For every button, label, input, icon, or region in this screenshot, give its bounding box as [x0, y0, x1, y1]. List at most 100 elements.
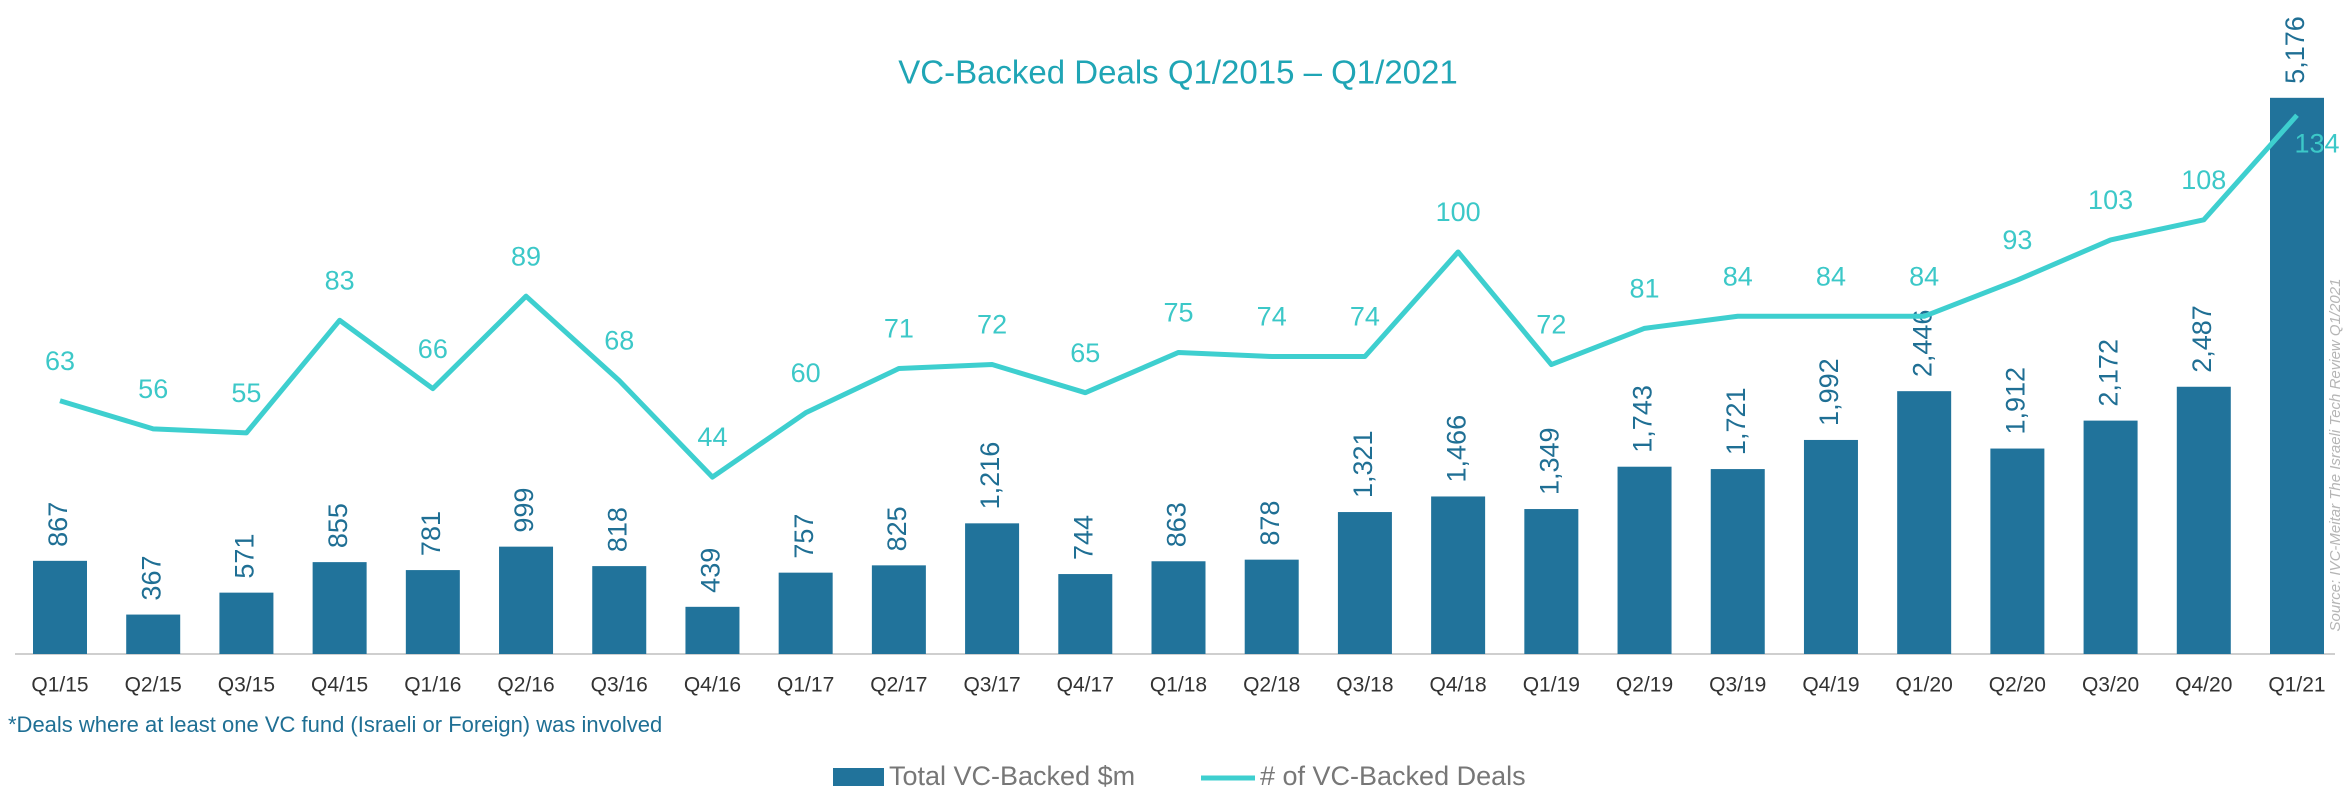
bar-label: 367 — [136, 556, 166, 601]
legend-swatch — [833, 768, 884, 786]
bar — [405, 570, 460, 654]
x-tick-label: Q3/17 — [963, 674, 1020, 697]
line-label: 56 — [138, 374, 168, 404]
source: Source: IVC-Meitar The Israeli Tech Revi… — [2327, 279, 2344, 632]
x-tick-label: Q4/16 — [684, 674, 741, 697]
bar-label: 878 — [1255, 501, 1285, 546]
bar — [685, 606, 740, 654]
line-label: 84 — [1723, 261, 1753, 291]
line-label: 75 — [1163, 298, 1193, 328]
bar-label: 781 — [416, 511, 446, 556]
bar — [1151, 561, 1206, 654]
bar-label: 1,992 — [1814, 358, 1844, 426]
x-tick-label: Q4/15 — [311, 674, 368, 697]
line-label: 72 — [1536, 310, 1566, 340]
legend-label: Total VC-Backed $m — [889, 761, 1135, 788]
x-tick-label: Q3/18 — [1336, 674, 1393, 697]
line-label: 103 — [2088, 185, 2133, 215]
bar-label: 999 — [509, 488, 539, 533]
bar-label: 1,321 — [1348, 430, 1378, 498]
x-tick-label: Q1/17 — [777, 674, 834, 697]
footnote: *Deals where at least one VC fund (Israe… — [8, 712, 662, 737]
bar — [219, 592, 274, 654]
bar — [1337, 512, 1392, 654]
bar — [1803, 439, 1858, 654]
line-label: 60 — [791, 358, 821, 388]
bar-label: 2,446 — [1907, 310, 1937, 378]
line-label: 63 — [45, 346, 75, 376]
bar-label: 863 — [1162, 502, 1192, 547]
bar — [1058, 574, 1113, 654]
bar — [1524, 509, 1579, 654]
line-label: 83 — [325, 265, 355, 295]
bar-label: 439 — [696, 548, 726, 593]
x-tick-label: Q3/19 — [1709, 674, 1766, 697]
x-tick-label: Q2/20 — [1989, 674, 2046, 697]
x-tick-label: Q3/16 — [591, 674, 648, 697]
bar — [2270, 97, 2324, 655]
bar-label: 2,487 — [2187, 305, 2217, 373]
chart-title: VC-Backed Deals Q1/2015 – Q1/2021 — [898, 54, 1458, 91]
bar — [1617, 466, 1672, 654]
bar — [499, 546, 554, 654]
bar-label: 867 — [43, 502, 73, 547]
bar-label: 1,466 — [1441, 415, 1471, 483]
line-label: 84 — [1909, 261, 1939, 291]
line-label: 74 — [1350, 302, 1380, 332]
bar — [1897, 391, 1952, 654]
bar-label: 757 — [789, 514, 819, 559]
line-label: 72 — [977, 310, 1007, 340]
x-tick-label: Q2/18 — [1243, 674, 1300, 697]
bar — [871, 565, 926, 654]
x-tick-label: Q2/19 — [1616, 674, 1673, 697]
legend-label: # of VC-Backed Deals — [1260, 761, 1526, 788]
bar — [312, 562, 367, 654]
bar — [778, 572, 833, 654]
x-tick-label: Q1/20 — [1896, 674, 1953, 697]
x-tick-label: Q1/19 — [1523, 674, 1580, 697]
line-label: 93 — [2002, 225, 2032, 255]
x-tick-label: Q1/16 — [404, 674, 461, 697]
line-label: 100 — [1436, 197, 1481, 227]
line-label: 65 — [1070, 338, 1100, 368]
x-tick-label: Q1/18 — [1150, 674, 1207, 697]
line-label: 71 — [884, 314, 914, 344]
bar-label: 1,912 — [2001, 367, 2031, 435]
bar-label: 5,176 — [2280, 16, 2310, 84]
x-tick-label: Q2/16 — [497, 674, 554, 697]
x-tick-label: Q1/21 — [2268, 674, 2325, 697]
bar-label: 855 — [323, 503, 353, 548]
x-tick-label: Q4/20 — [2175, 674, 2232, 697]
bar-label: 2,172 — [2094, 339, 2124, 407]
line-label: 108 — [2181, 165, 2226, 195]
line-label: 66 — [418, 334, 448, 364]
line — [59, 113, 2299, 480]
bar — [33, 560, 87, 654]
bar — [965, 523, 1020, 654]
line-label: 89 — [511, 241, 541, 271]
bar-label: 1,349 — [1534, 427, 1564, 495]
x-tick-label: Q3/20 — [2082, 674, 2139, 697]
line-label: 68 — [604, 326, 634, 356]
bar — [592, 566, 647, 654]
bar — [1244, 559, 1299, 654]
bar — [2083, 420, 2138, 654]
bar — [2176, 386, 2231, 654]
x-tick-label: Q4/19 — [1802, 674, 1859, 697]
bar-label: 1,216 — [975, 442, 1005, 510]
line-label: 44 — [697, 422, 727, 452]
bar — [126, 614, 181, 654]
x-tick-label: Q4/17 — [1057, 674, 1114, 697]
bar-label: 571 — [230, 534, 260, 579]
bar — [1990, 448, 2045, 654]
bar-label: 744 — [1068, 515, 1098, 560]
x-tick-label: Q1/15 — [31, 674, 88, 697]
line-label: 74 — [1257, 302, 1287, 332]
bar-label: 1,743 — [1628, 385, 1658, 453]
bar — [1710, 469, 1765, 654]
bar-label: 825 — [882, 506, 912, 551]
x-tick-label: Q3/15 — [218, 674, 275, 697]
line-label: 84 — [1816, 261, 1846, 291]
line-label: 134 — [2294, 128, 2339, 158]
